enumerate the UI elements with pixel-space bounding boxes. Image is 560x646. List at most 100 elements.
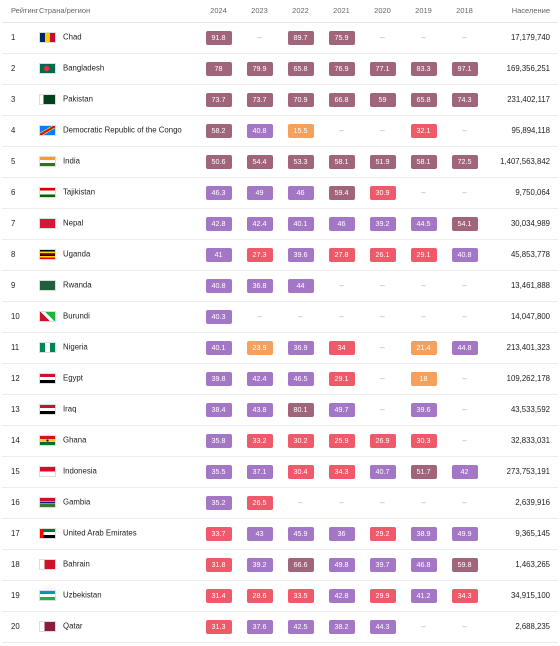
- country-cell[interactable]: Nepal: [39, 208, 198, 239]
- country-name[interactable]: Qatar: [63, 621, 83, 631]
- country-name[interactable]: Egypt: [63, 373, 83, 383]
- score-badge: 40.1: [287, 216, 314, 231]
- table-row[interactable]: 2 Bangladesh 78 79.9 65.8 76.9 77.1 83.3 97.1 169…: [2, 53, 558, 84]
- rank-cell: 13: [11, 405, 20, 414]
- country-cell[interactable]: Indonesia: [39, 456, 198, 487]
- country-cell[interactable]: Rwanda: [39, 270, 198, 301]
- country-cell[interactable]: Bangladesh: [39, 53, 198, 84]
- header-year-2023[interactable]: 2023: [239, 0, 280, 23]
- table-row[interactable]: 3 Pakistan 73.7 73.7 70.9 66.8 59 65.8 74.3 231,4…: [2, 84, 558, 115]
- table-row[interactable]: 13 Iraq 38.4 43.8 80.1 49.7 – 39.6 – 43,533,592: [2, 394, 558, 425]
- score-badge: 44.3: [369, 619, 396, 634]
- country-cell[interactable]: Gambia: [39, 487, 198, 518]
- score-badge: 77.1: [369, 61, 396, 76]
- country-cell[interactable]: Uzbekistan: [39, 580, 198, 611]
- country-cell[interactable]: India: [39, 146, 198, 177]
- value-cell-2019: 38.9: [403, 518, 444, 549]
- country-name[interactable]: Indonesia: [63, 466, 97, 476]
- tajikistan-flag-icon: [39, 187, 56, 198]
- country-cell[interactable]: Bahrain: [39, 549, 198, 580]
- country-name[interactable]: Iraq: [63, 404, 77, 414]
- country-name[interactable]: Uzbekistan: [63, 590, 102, 600]
- score-badge: 50.6: [205, 154, 232, 169]
- rank-cell: 9: [11, 281, 16, 290]
- country-name[interactable]: Burundi: [63, 311, 90, 321]
- value-cell-2022: 40.1: [280, 208, 321, 239]
- country-name[interactable]: Tajikistan: [63, 187, 96, 197]
- country-cell[interactable]: Ghana: [39, 425, 198, 456]
- country-name[interactable]: Gambia: [63, 497, 91, 507]
- header-year-2021[interactable]: 2021: [321, 0, 362, 23]
- country-cell[interactable]: Iraq: [39, 394, 198, 425]
- country-name[interactable]: United Arab Emirates: [63, 528, 137, 538]
- value-cell-2023: –: [239, 22, 280, 53]
- population-cell: 17,179,740: [510, 33, 550, 42]
- table-row[interactable]: 9 Rwanda 40.8 36.8 44 – – – – 13,461,888: [2, 270, 558, 301]
- bahrain-flag-icon: [39, 559, 56, 570]
- header-year-2022[interactable]: 2022: [280, 0, 321, 23]
- value-cell-2023: 39.2: [239, 549, 280, 580]
- table-row[interactable]: 6 Tajikistan 46.3 49 46 59.4 30.9 – – 9,750,064: [2, 177, 558, 208]
- value-cell-2023: 36.8: [239, 270, 280, 301]
- table-row[interactable]: 1 Chad 91.8 – 89.7 75.9 – – – 17,179,740: [2, 22, 558, 53]
- header-year-2019[interactable]: 2019: [403, 0, 444, 23]
- table-row[interactable]: 19 Uzbekistan 31.4 28.6 33.5 42.8 29.9 41.2 34.3…: [2, 580, 558, 611]
- country-cell[interactable]: Tajikistan: [39, 177, 198, 208]
- header-population[interactable]: Население: [485, 0, 558, 23]
- table-row[interactable]: 8 Uganda 41 27.3 39.6 27.8 26.1 29.1 40.8 45,853,…: [2, 239, 558, 270]
- country-name[interactable]: Democratic Republic of the Congo: [63, 125, 182, 135]
- score-badge: 34: [328, 340, 355, 355]
- country-name[interactable]: Bahrain: [63, 559, 90, 569]
- table-row[interactable]: 7 Nepal 42.8 42.4 40.1 46 39.2 44.5 54.1 30,034,9…: [2, 208, 558, 239]
- country-cell[interactable]: Chad: [39, 22, 198, 53]
- country-cell[interactable]: Egypt: [39, 363, 198, 394]
- country-name[interactable]: Nepal: [63, 218, 84, 228]
- country-name[interactable]: Rwanda: [63, 280, 92, 290]
- rank-cell: 16: [11, 498, 20, 507]
- country-name[interactable]: Nigeria: [63, 342, 88, 352]
- country-cell[interactable]: Uganda: [39, 239, 198, 270]
- country-cell[interactable]: Nigeria: [39, 332, 198, 363]
- value-cell-2021: 27.8: [321, 239, 362, 270]
- country-cell[interactable]: Qatar: [39, 611, 198, 642]
- population-cell: 45,853,778: [510, 250, 550, 259]
- table-row[interactable]: 15 Indonesia 35.5 37.1 30.4 34.3 40.7 51.7 42 273…: [2, 456, 558, 487]
- table-row[interactable]: 16 Gambia 35.2 26.5 – – – – – 2,639,916: [2, 487, 558, 518]
- empty-value: –: [421, 33, 426, 42]
- header-year-2020[interactable]: 2020: [362, 0, 403, 23]
- country-cell[interactable]: Democratic Republic of the Congo: [39, 115, 198, 146]
- table-row[interactable]: 12 Egypt 39.8 42.4 46.5 29.1 – 18 – 109,262,178: [2, 363, 558, 394]
- table-row[interactable]: 5 India 50.6 54.4 53.3 58.1 51.9 58.1 72.5 1,407,…: [2, 146, 558, 177]
- country-name[interactable]: Ghana: [63, 435, 87, 445]
- table-row[interactable]: 10 Burundi 40.3 – – – – – – 14,047,800: [2, 301, 558, 332]
- table-row[interactable]: 18 Bahrain 31.8 39.2 66.6 49.8 39.7 46.8 59.8 1,4…: [2, 549, 558, 580]
- rank-cell: 11: [11, 343, 20, 352]
- country-name[interactable]: India: [63, 156, 80, 166]
- header-year-2018[interactable]: 2018: [444, 0, 485, 23]
- header-country[interactable]: Страна/регион: [39, 0, 198, 23]
- score-badge: 65.8: [410, 92, 437, 107]
- country-cell[interactable]: Burundi: [39, 301, 198, 332]
- rank-cell: 10: [11, 312, 20, 321]
- table-row[interactable]: 4 Democratic Republic of the Congo 58.2 40.…: [2, 115, 558, 146]
- country-name[interactable]: Uganda: [63, 249, 91, 259]
- country-name[interactable]: Pakistan: [63, 94, 93, 104]
- country-cell[interactable]: Pakistan: [39, 84, 198, 115]
- table-row[interactable]: 20 Qatar 31.3 37.6 42.5 38.2 44.3 – – 2,688,235: [2, 611, 558, 642]
- empty-value: –: [339, 281, 344, 290]
- score-badge: 37.6: [246, 619, 273, 634]
- table-row[interactable]: 17 United Arab Emirates 33.7 43 45.9 36 29.2 38…: [2, 518, 558, 549]
- value-cell-2024: 33.7: [198, 518, 239, 549]
- score-badge: 83.3: [410, 61, 437, 76]
- empty-value: –: [462, 281, 467, 290]
- table-row[interactable]: 14 Ghana 35.8 33.2 30.2 25.9 26.9 30.3 – 32,833,0…: [2, 425, 558, 456]
- header-year-2024[interactable]: 2024: [198, 0, 239, 23]
- value-cell-2022: 70.9: [280, 84, 321, 115]
- country-cell[interactable]: United Arab Emirates: [39, 518, 198, 549]
- country-name[interactable]: Bangladesh: [63, 63, 105, 73]
- header-rank[interactable]: Рейтинг: [2, 0, 39, 23]
- table-row[interactable]: 11 Nigeria 40.1 23.9 36.9 34 – 21.4 44.8 213,401,…: [2, 332, 558, 363]
- value-cell-2023: 42.4: [239, 363, 280, 394]
- value-cell-2020: 39.2: [362, 208, 403, 239]
- country-name[interactable]: Chad: [63, 32, 82, 42]
